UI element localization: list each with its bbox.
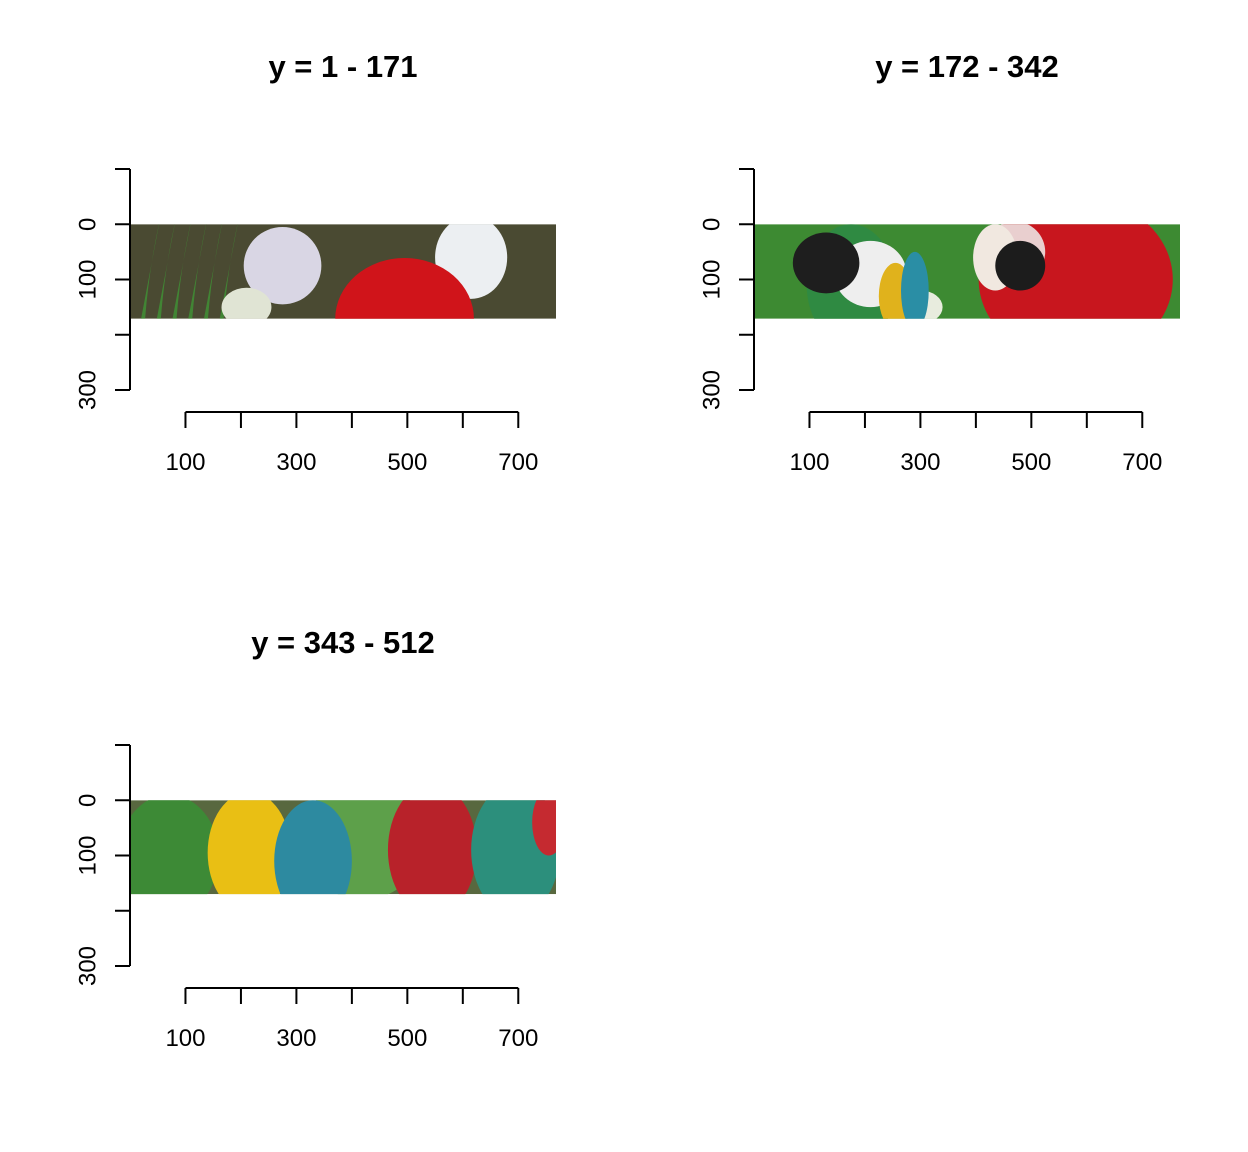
y-tick-label: 100 — [698, 259, 725, 299]
y-tick-label: 0 — [74, 794, 101, 807]
image-blob — [792, 232, 860, 294]
leaf-shape — [141, 224, 238, 319]
x-axis: 100 300 500 700 — [165, 411, 538, 476]
leaf-blade — [188, 224, 207, 319]
x-tick-label: 100 — [789, 449, 829, 476]
image-blob — [221, 287, 272, 319]
x-tick-label: 500 — [387, 449, 427, 476]
x-tick-label: 500 — [1011, 449, 1051, 476]
image-blob — [207, 800, 291, 895]
y-axis: 0 100 300 — [74, 744, 131, 986]
x-tick-label: 500 — [387, 1025, 427, 1052]
y-tick-label: 300 — [74, 370, 101, 410]
image-blob — [995, 240, 1046, 291]
leaf-blade — [156, 224, 175, 319]
panel-title: y = 172 - 342 — [875, 49, 1059, 84]
x-axis: 100 300 500 700 — [165, 987, 538, 1052]
x-tick-label: 300 — [276, 1025, 316, 1052]
image-strip — [754, 224, 1180, 319]
leaf-blade — [172, 224, 191, 319]
leaf-blade — [203, 224, 222, 319]
panel-1: y = 1 - 171 0 100 300 100 300 500 700 — [74, 49, 556, 476]
y-tick-label: 300 — [698, 370, 725, 410]
y-tick-label: 100 — [74, 835, 101, 875]
image-strip — [130, 224, 556, 319]
x-tick-label: 100 — [165, 449, 205, 476]
leaf-blade — [141, 224, 160, 319]
y-tick-label: 0 — [74, 218, 101, 231]
parrot-head — [335, 257, 474, 319]
image-blob — [130, 800, 219, 895]
x-tick-label: 100 — [165, 1025, 205, 1052]
image-blob — [243, 227, 322, 305]
x-tick-label: 300 — [276, 449, 316, 476]
image-blob — [532, 800, 556, 856]
x-axis: 100 300 500 700 — [789, 411, 1162, 476]
panel-title: y = 343 - 512 — [251, 625, 435, 660]
x-tick-label: 700 — [498, 1025, 538, 1052]
image-blob — [387, 800, 477, 895]
image-blob — [900, 251, 929, 319]
image-strip — [130, 800, 556, 895]
x-tick-label: 700 — [1122, 449, 1162, 476]
y-axis: 0 100 300 — [74, 168, 131, 410]
x-tick-label: 300 — [900, 449, 940, 476]
x-tick-label: 700 — [498, 449, 538, 476]
leaf-blade — [219, 224, 238, 319]
y-tick-label: 100 — [74, 259, 101, 299]
y-axis: 0 100 300 — [698, 168, 755, 410]
y-tick-label: 0 — [698, 218, 725, 231]
y-tick-label: 300 — [74, 946, 101, 986]
panel-3: y = 343 - 512 0 100 300 100 300 500 700 — [74, 625, 556, 1052]
panel-2: y = 172 - 342 0 100 300 100 300 500 700 — [698, 49, 1180, 476]
image-blob — [274, 800, 352, 895]
panel-title: y = 1 - 171 — [268, 49, 417, 84]
